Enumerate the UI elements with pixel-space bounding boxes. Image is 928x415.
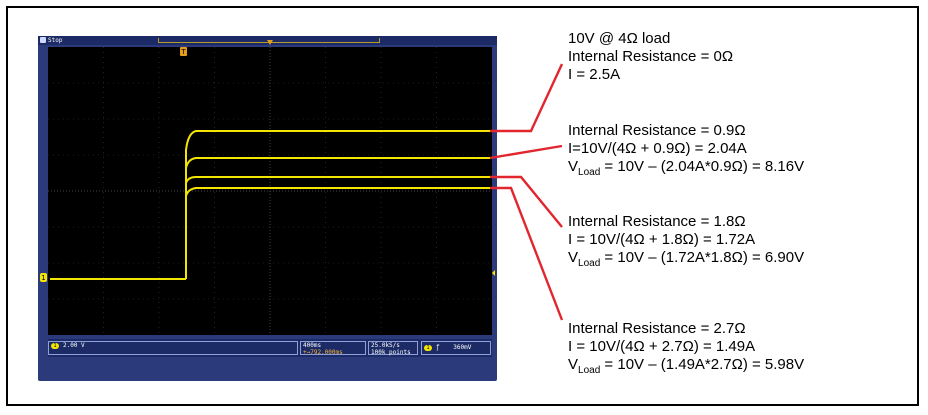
trace-0-ohm [185, 130, 490, 279]
channel-1-marker: 1 [40, 273, 47, 282]
annot2-v-sub: Load [578, 167, 601, 178]
callout-1-8-ohm [490, 175, 563, 228]
annot2-v-rest: = 10V – (2.04A*0.9Ω) = 8.16V [600, 158, 805, 175]
trace-2-7-ohm [185, 187, 490, 279]
annot1-line1: 10V @ 4Ω load [568, 30, 671, 47]
annot2-line1: Internal Resistance = 0.9Ω [568, 122, 746, 139]
callout-lines [489, 63, 564, 321]
ch1-scale-value: 2.00 V [63, 342, 85, 349]
timebase-readout: 400ms +→792.000ms [300, 341, 366, 356]
acquisition-readout: 25.0kS/s 100k points [368, 341, 418, 356]
annotation-block-0-9-ohm: Internal Resistance = 0.9Ω I=10V/(4Ω + 0… [568, 122, 804, 182]
trigger-source-badge: 1 [424, 344, 432, 351]
trace-0-9-ohm [185, 157, 490, 279]
callout-2-7-ohm [490, 186, 564, 321]
ch1-badge: 1 [51, 342, 59, 349]
annot1-line3: I = 2.5A [568, 66, 621, 83]
trigger-slope-symbol: ƒ [436, 344, 440, 351]
annot4-v-rest: = 10V – (1.49A*2.7Ω) = 5.98V [600, 356, 805, 373]
trigger-level-value: 360mV [453, 344, 472, 351]
trigger-position-icon [267, 40, 273, 45]
annot3-v-prefix: V [568, 249, 579, 266]
annotation-block-0-ohm: 10V @ 4Ω load Internal Resistance = 0Ω I… [568, 30, 733, 84]
annotation-block-1-8-ohm: Internal Resistance = 1.8Ω I = 10V/(4Ω +… [568, 213, 804, 273]
annot4-line3: VLoad = 10V – (1.49A*2.7Ω) = 5.98V [568, 356, 804, 380]
annot3-v-sub: Load [578, 258, 601, 269]
annot3-line1: Internal Resistance = 1.8Ω [568, 213, 746, 230]
annot2-v-prefix: V [568, 158, 579, 175]
timebase-value: 400ms [303, 342, 322, 349]
trigger-marker-label: T [180, 48, 186, 56]
sample-rate-value: 25.0kS/s [371, 342, 400, 349]
trigger-marker: T [180, 47, 187, 56]
annot4-v-prefix: V [568, 356, 579, 373]
stop-icon [40, 37, 46, 43]
annot4-v-sub: Load [578, 365, 601, 376]
trace-1-8-ohm [185, 176, 490, 279]
callout-0-9-ohm [489, 144, 563, 160]
graticule-center [48, 47, 492, 335]
trigger-position-value: +→792.000ms [303, 349, 343, 356]
annot3-v-rest: = 10V – (1.72A*1.8Ω) = 6.90V [600, 249, 805, 266]
trigger-level-icon [492, 270, 495, 276]
scope-readout-bar: 1 2.00 V 400ms +→792.000ms 25.0kS/s 100k … [48, 339, 492, 357]
annot2-line3: VLoad = 10V – (2.04A*0.9Ω) = 8.16V [568, 158, 804, 182]
annot3-line2: I = 10V/(4Ω + 1.8Ω) = 1.72A [568, 231, 756, 248]
record-length-value: 100k points [371, 349, 411, 356]
annot4-line2: I = 10V/(4Ω + 2.7Ω) = 1.49A [568, 338, 756, 355]
annot4-line1: Internal Resistance = 2.7Ω [568, 320, 746, 337]
channel-1-scale-readout: 1 2.00 V [48, 341, 298, 355]
annot2-line2: I=10V/(4Ω + 0.9Ω) = 2.04A [568, 140, 747, 157]
ch1-marker-label: 1 [41, 274, 45, 282]
annotation-block-2-7-ohm: Internal Resistance = 2.7Ω I = 10V/(4Ω +… [568, 320, 804, 380]
waveform-traces [50, 130, 490, 280]
acquisition-status: Stop [48, 37, 63, 44]
graticule [48, 47, 492, 335]
annot3-line3: VLoad = 10V – (1.72A*1.8Ω) = 6.90V [568, 249, 804, 273]
callout-0-ohm [490, 63, 564, 133]
annot1-line2: Internal Resistance = 0Ω [568, 48, 734, 65]
